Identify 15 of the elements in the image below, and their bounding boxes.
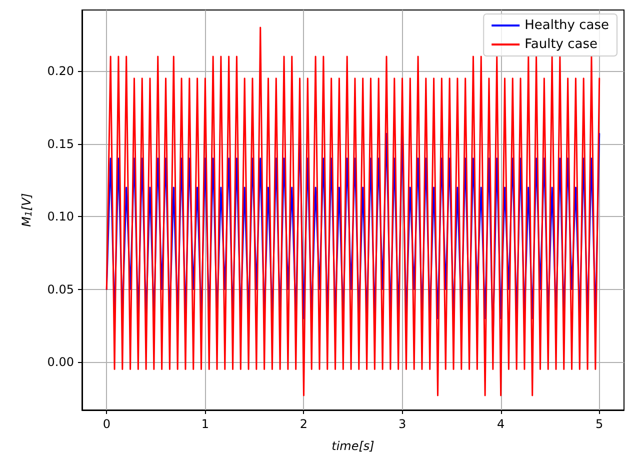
x-tick-label: 5 bbox=[596, 417, 604, 431]
y-tick-label: 0.20 bbox=[47, 64, 74, 78]
y-axis-title: M1[V] bbox=[20, 192, 34, 227]
x-tick-label: 3 bbox=[398, 417, 406, 431]
y-tick-label: 0.05 bbox=[47, 282, 74, 296]
x-tick-label: 1 bbox=[201, 417, 209, 431]
x-axis-title: time[s] bbox=[332, 439, 375, 453]
y-tick-label: 0.10 bbox=[47, 210, 74, 224]
y-tick-label: 0.15 bbox=[47, 136, 74, 151]
x-tick-label: 0 bbox=[102, 417, 110, 431]
x-tick-label: 2 bbox=[300, 417, 308, 431]
legend-label: Healthy case bbox=[524, 18, 610, 33]
legend-label: Faulty case bbox=[524, 37, 598, 52]
y-tick-label: 0.00 bbox=[47, 355, 74, 369]
x-tick-label: 4 bbox=[497, 417, 505, 431]
